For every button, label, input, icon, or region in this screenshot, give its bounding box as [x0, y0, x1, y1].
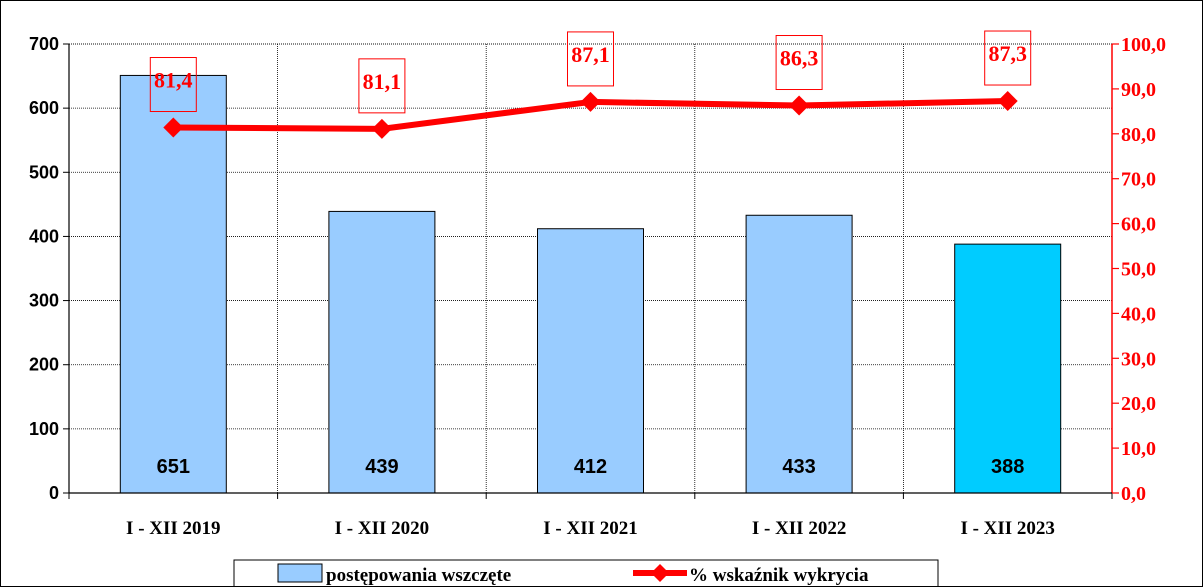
x-tick-label: I - XII 2021: [543, 518, 637, 539]
y-right-tick-label: 80,0: [1121, 124, 1156, 146]
line-value-label: 86,3: [780, 46, 819, 71]
x-tick-label: I - XII 2019: [126, 518, 220, 539]
bar-value-label: 388: [991, 456, 1024, 478]
y-left-tick-label: 700: [29, 34, 59, 54]
y-right-tick-label: 30,0: [1121, 348, 1156, 370]
line-series: [163, 91, 1018, 139]
y-left-tick-label: 100: [29, 419, 59, 439]
line-marker: [580, 91, 601, 112]
legend-swatch-bar: [277, 563, 323, 583]
bar: [119, 74, 227, 494]
y-right-tick-label: 20,0: [1121, 393, 1156, 415]
legend-label-line: % wskaźnik wykrycia: [689, 565, 869, 586]
y-right-tick-label: 60,0: [1121, 214, 1156, 236]
bar-value-label: 433: [782, 456, 815, 478]
line-value-label-box: [567, 31, 614, 87]
line-value-label-box: [775, 35, 823, 91]
line-marker: [163, 117, 184, 138]
y-right-tick-label: 0,0: [1121, 483, 1146, 505]
line-value-label: 87,3: [988, 41, 1027, 66]
legend-label-bar: postępowania wszczęte: [326, 565, 511, 586]
line-value-label-box: [984, 30, 1032, 86]
line-value-label-box: [149, 57, 197, 113]
y-left-tick-label: 300: [29, 291, 59, 311]
bar-value-label: 439: [365, 456, 398, 478]
legend: postępowania wszczęte % wskaźnik wykryci…: [233, 559, 939, 586]
bar: [328, 210, 436, 494]
y-right-tick-label: 70,0: [1121, 169, 1156, 191]
line-value-label-box: [358, 58, 406, 114]
y-right-tick-label: 90,0: [1121, 79, 1156, 101]
line-value-label: 81,1: [363, 69, 402, 94]
line-marker: [997, 91, 1018, 112]
bar: [954, 243, 1062, 494]
y-left-tick-label: 400: [29, 226, 59, 246]
y-left-tick-label: 0: [49, 483, 59, 503]
y-right-tick-label: 50,0: [1121, 259, 1156, 281]
x-tick-label: I - XII 2020: [335, 518, 429, 539]
bar-value-label: 651: [157, 456, 190, 478]
bar: [745, 214, 853, 494]
x-tick-label: I - XII 2022: [752, 518, 846, 539]
y-left-tick-label: 200: [29, 355, 59, 375]
bar-series: [119, 74, 1062, 494]
line-marker: [371, 118, 392, 139]
line-value-label: 87,1: [571, 42, 610, 67]
legend-box: [233, 559, 939, 586]
x-tick-label: I - XII 2023: [960, 518, 1054, 539]
line-value-label: 81,4: [154, 68, 193, 93]
line-marker: [789, 95, 810, 116]
bar-value-label: 412: [574, 456, 607, 478]
legend-swatch-marker: [651, 564, 669, 582]
y-left-tick-label: 600: [29, 98, 59, 118]
y-left-tick-label: 500: [29, 162, 59, 182]
y-right-tick-label: 10,0: [1121, 438, 1156, 460]
axes: 0 100 200 300 400 500 600 700 I - XII 2019 I - XI…: [29, 34, 1166, 539]
y-right-tick-label: 100,0: [1121, 34, 1166, 56]
bar: [537, 228, 644, 494]
y-right-tick-label: 40,0: [1121, 303, 1156, 325]
data-labels: 651 439 412 433 388 81,4 81,1 87,1 86,3 87,3: [149, 30, 1032, 478]
gridlines: [69, 43, 1112, 493]
